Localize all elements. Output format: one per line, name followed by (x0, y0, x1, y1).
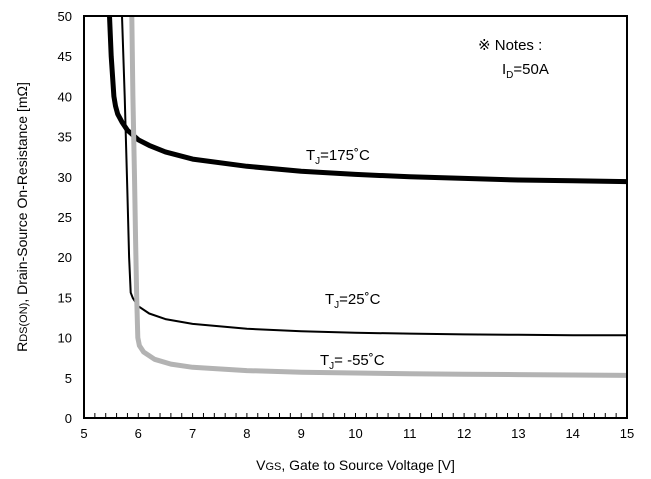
x-tick-label: 6 (135, 426, 142, 441)
y-axis-title: RDS(ON), Drain-Source On-Resistance [mΩ] (14, 82, 30, 352)
y-tick-label: 40 (58, 89, 72, 104)
y-tick-label: 15 (58, 290, 72, 305)
x-tick-label: 7 (189, 426, 196, 441)
y-tick-label: 5 (65, 371, 72, 386)
x-tick-label: 12 (457, 426, 471, 441)
y-tick-label: 25 (58, 210, 72, 225)
x-tick-label: 10 (348, 426, 362, 441)
x-tick-label: 8 (243, 426, 250, 441)
series-label-175c: TJ=175˚C (306, 147, 370, 167)
series-label-25c: TJ=25˚C (325, 291, 381, 311)
plot-area (83, 15, 628, 419)
series-lines (107, 15, 628, 378)
y-tick-label: 0 (65, 411, 72, 426)
y-tick-label: 20 (58, 250, 72, 265)
series-line-2 (129, 15, 628, 378)
y-tick-label: 50 (58, 9, 72, 24)
y-tick-label: 30 (58, 170, 72, 185)
x-tick-labels: 5 6 7 8 9 10 11 12 13 14 15 (80, 426, 634, 441)
x-tick-label: 13 (511, 426, 525, 441)
notes-current: ID=50A (502, 61, 549, 81)
y-tick-label: 45 (58, 49, 72, 64)
x-axis-title: VGS, Gate to Source Voltage [V] (256, 457, 455, 473)
series-line-0 (107, 15, 628, 185)
x-tick-label: 11 (403, 426, 417, 441)
x-tick-label: 5 (80, 426, 87, 441)
notes-title: ※ Notes : (478, 37, 542, 54)
series-line-1 (121, 15, 627, 337)
x-tick-label: 9 (298, 426, 305, 441)
y-tick-label: 10 (58, 331, 72, 346)
y-tick-labels: 0 5 10 15 20 25 30 35 40 45 50 (58, 9, 72, 426)
series-label-minus55c: TJ= -55˚C (320, 352, 385, 372)
x-tick-label: 14 (565, 426, 579, 441)
y-tick-label: 35 (58, 130, 72, 145)
x-tick-label: 15 (620, 426, 634, 441)
